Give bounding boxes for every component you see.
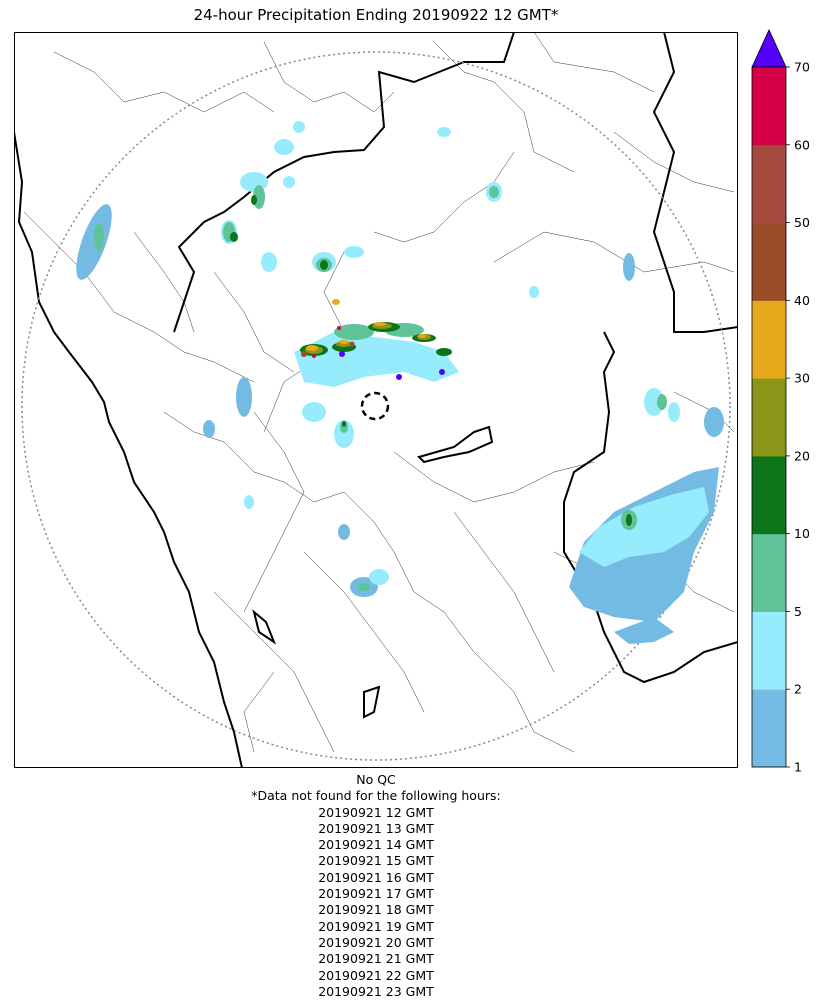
missing-data-note: *Data not found for the following hours: bbox=[251, 788, 501, 804]
colorbar-segment bbox=[752, 222, 786, 301]
colorbar-segment bbox=[752, 67, 786, 146]
colorbar-segment bbox=[752, 144, 786, 224]
colorbar-segment bbox=[752, 455, 786, 535]
missing-hour: 20190921 20 GMT bbox=[318, 934, 434, 950]
missing-hour: 20190921 19 GMT bbox=[318, 918, 434, 934]
colorbar-tick-label: 2 bbox=[794, 682, 802, 697]
precipitation-map bbox=[14, 32, 738, 768]
map-title: 24-hour Precipitation Ending 20190922 12… bbox=[193, 6, 559, 24]
colorbar-tick-label: 5 bbox=[794, 604, 802, 619]
map-background bbox=[14, 32, 738, 768]
colorbar-segment bbox=[752, 533, 786, 612]
missing-hour: 20190921 12 GMT bbox=[318, 804, 434, 820]
qc-status: No QC bbox=[356, 772, 396, 787]
colorbar-border bbox=[751, 66, 787, 768]
colorbar-overflow-triangle bbox=[751, 29, 787, 68]
missing-hour: 20190921 21 GMT bbox=[318, 951, 434, 967]
district-boundaries bbox=[23, 32, 735, 753]
colorbar-tick-label: 40 bbox=[794, 293, 810, 308]
colorbar-segment bbox=[752, 300, 786, 379]
colorbar-segment bbox=[752, 611, 786, 690]
precip-band-2-5 bbox=[221, 121, 709, 585]
radar-range-ring bbox=[21, 51, 731, 761]
missing-hour: 20190921 18 GMT bbox=[318, 902, 434, 918]
radar-site-marker bbox=[360, 391, 390, 421]
colorbar-tick-label: 60 bbox=[794, 137, 810, 152]
missing-hour: 20190921 17 GMT bbox=[318, 886, 434, 902]
missing-hour: 20190921 14 GMT bbox=[318, 837, 434, 853]
state-borders bbox=[14, 32, 738, 768]
precip-band-40-plus bbox=[301, 326, 445, 380]
colorbar-tick-label: 1 bbox=[794, 760, 802, 775]
missing-hour: 20190921 15 GMT bbox=[318, 853, 434, 869]
colorbar-tick-label: 70 bbox=[794, 60, 810, 75]
precip-band-30-40 bbox=[306, 299, 426, 351]
colorbar-tick-label: 10 bbox=[794, 526, 810, 541]
map-border bbox=[14, 32, 738, 768]
map-footer: No QC *Data not found for the following … bbox=[0, 772, 752, 1000]
colorbar-tick-label: 20 bbox=[794, 448, 810, 463]
colorbar: 1 2 5 10 20 30 40 50 60 70 bbox=[751, 29, 810, 775]
colorbar-segment bbox=[752, 689, 786, 768]
colorbar-tick-label: 50 bbox=[794, 215, 810, 230]
missing-hour: 20190921 22 GMT bbox=[318, 967, 434, 983]
colorbar-segment bbox=[752, 378, 786, 457]
colorbar-tick-label: 30 bbox=[794, 371, 810, 386]
missing-hour: 20190921 16 GMT bbox=[318, 869, 434, 885]
missing-hour: 20190921 23 GMT bbox=[318, 983, 434, 999]
missing-hour: 20190921 13 GMT bbox=[318, 820, 434, 836]
